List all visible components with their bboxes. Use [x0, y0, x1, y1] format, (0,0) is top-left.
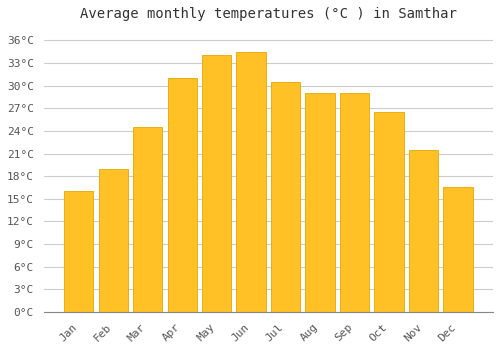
Bar — [202, 55, 232, 312]
Bar — [444, 188, 472, 312]
Bar — [98, 169, 128, 312]
Title: Average monthly temperatures (°C ) in Samthar: Average monthly temperatures (°C ) in Sa… — [80, 7, 457, 21]
Bar — [64, 191, 94, 312]
Bar — [271, 82, 300, 312]
Bar — [306, 93, 334, 312]
Bar — [409, 150, 438, 312]
Bar — [236, 52, 266, 312]
Bar — [340, 93, 369, 312]
Bar — [133, 127, 162, 312]
Bar — [374, 112, 404, 312]
Bar — [168, 78, 197, 312]
